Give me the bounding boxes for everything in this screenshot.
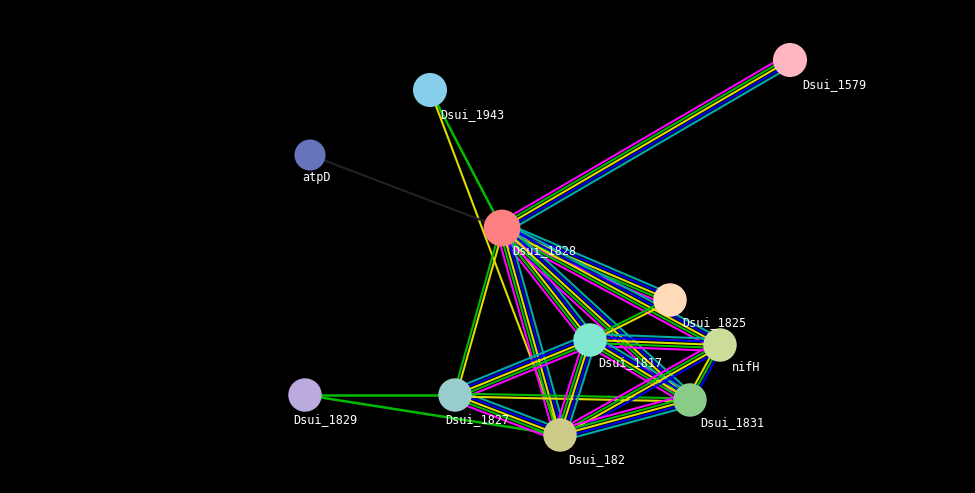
Text: nifH: nifH <box>732 361 760 374</box>
Point <box>448 391 463 399</box>
Point <box>552 431 567 439</box>
Point <box>494 224 510 232</box>
Text: Dsui_182: Dsui_182 <box>568 453 625 466</box>
Point <box>302 151 318 159</box>
Text: atpD: atpD <box>302 171 331 184</box>
Point <box>422 86 438 94</box>
Text: Dsui_1828: Dsui_1828 <box>512 244 576 257</box>
Point <box>297 391 313 399</box>
Text: Dsui_1831: Dsui_1831 <box>700 416 764 429</box>
Text: Dsui_1829: Dsui_1829 <box>293 413 357 426</box>
Point <box>712 341 727 349</box>
Point <box>662 296 678 304</box>
Text: Dsui_1817: Dsui_1817 <box>598 356 662 369</box>
Point <box>582 336 598 344</box>
Text: Dsui_1827: Dsui_1827 <box>445 413 509 426</box>
Point <box>782 56 798 64</box>
Text: Dsui_1943: Dsui_1943 <box>440 108 504 121</box>
Point <box>682 396 698 404</box>
Text: Dsui_1825: Dsui_1825 <box>682 316 746 329</box>
Text: Dsui_1579: Dsui_1579 <box>802 78 866 91</box>
